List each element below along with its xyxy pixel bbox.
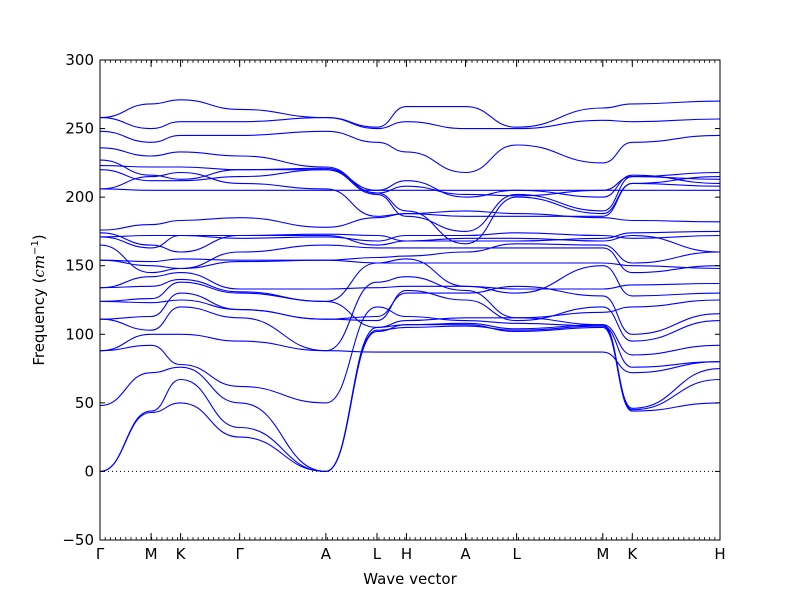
band-line xyxy=(99,306,721,404)
y-tick-label: 300 xyxy=(65,51,94,69)
band-line xyxy=(99,289,721,342)
band-line xyxy=(99,333,721,374)
x-tick-label: H xyxy=(714,545,725,563)
band-line xyxy=(99,165,721,198)
x-axis-label: Wave vector xyxy=(363,570,457,588)
y-tick-label: −50 xyxy=(62,531,94,549)
x-tick-label: L xyxy=(512,545,521,563)
y-tick-label: 0 xyxy=(84,462,94,480)
band-line xyxy=(99,117,721,130)
band-line xyxy=(99,230,721,253)
band-line xyxy=(99,281,721,328)
x-tick-label: Γ xyxy=(96,545,105,563)
band-line xyxy=(99,171,721,217)
band-line xyxy=(99,322,721,472)
band-line xyxy=(99,258,721,302)
y-tick-label: 100 xyxy=(65,325,94,343)
y-axis-label-text: Frequency ( xyxy=(30,278,48,366)
x-tick-label: K xyxy=(627,545,638,563)
band-line xyxy=(99,130,721,174)
band-line xyxy=(99,244,721,274)
x-tick-label: A xyxy=(321,545,332,563)
band-line xyxy=(99,285,721,335)
y-axis-ticks: −50 0 50 100 150 200 250 300 xyxy=(62,51,720,549)
band-line xyxy=(99,243,721,264)
y-axis-label-unit: cm xyxy=(30,255,48,278)
band-line xyxy=(99,99,721,128)
band-line xyxy=(99,276,721,356)
band-line xyxy=(99,169,721,232)
y-axis-label-close: ) xyxy=(30,234,48,240)
frequency-bands xyxy=(99,99,721,472)
band-line xyxy=(99,147,721,245)
x-tick-label: L xyxy=(373,545,382,563)
x-tick-label: A xyxy=(460,545,471,563)
x-tick-label: M xyxy=(596,545,609,563)
y-axis-label: Frequency (cm−1) xyxy=(30,234,48,365)
x-tick-label: M xyxy=(145,545,158,563)
band-line xyxy=(99,232,721,242)
band-line xyxy=(99,159,721,197)
x-tick-label: H xyxy=(401,545,412,563)
y-axis-label-exponent: −1 xyxy=(30,240,41,255)
x-tick-label: K xyxy=(176,545,187,563)
band-line xyxy=(99,188,720,191)
y-tick-label: 50 xyxy=(75,394,94,412)
x-tick-label: Γ xyxy=(235,545,244,563)
band-line xyxy=(99,272,721,290)
y-tick-label: 150 xyxy=(65,257,94,275)
plot-frame xyxy=(99,59,721,541)
band-line xyxy=(99,324,721,472)
band-line xyxy=(99,325,721,472)
y-tick-label: 250 xyxy=(65,120,94,138)
y-tick-label: 200 xyxy=(65,188,94,206)
